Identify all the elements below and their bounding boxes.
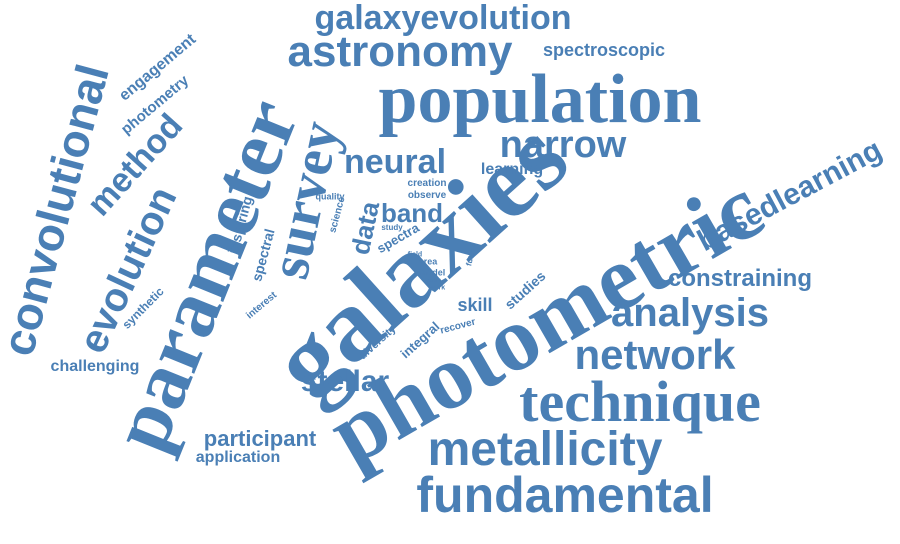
word-quality: quality: [315, 191, 345, 202]
word-observe: observe: [407, 190, 447, 201]
word-fundamental: fundamental: [416, 467, 714, 523]
word-field: field: [407, 251, 423, 259]
word-neural: neural: [343, 143, 447, 181]
word-astronomy: astronomy: [287, 27, 513, 76]
word-stellar: stellar: [300, 365, 390, 398]
word-skill: skill: [457, 295, 493, 315]
word-work: work: [428, 284, 446, 292]
word-technique: technique: [519, 369, 761, 434]
word-area: area: [418, 256, 438, 267]
word-band: band: [380, 198, 444, 228]
word-study: study: [381, 223, 403, 232]
word-network: network: [574, 331, 736, 378]
word-cnns: cnns: [424, 277, 442, 285]
word-creation: creation: [407, 178, 447, 189]
word-learning: learning: [480, 161, 544, 178]
word-challenging: challenging: [50, 358, 140, 375]
word-participant: participant: [203, 426, 317, 451]
word-model: model: [418, 267, 446, 278]
word-constraining: constraining: [667, 265, 813, 292]
word-galaxyevolution: galaxyevolution: [314, 0, 572, 37]
word-analysis: analysis: [611, 291, 769, 335]
word-application: application: [195, 449, 281, 466]
word-metallicity: metallicity: [427, 423, 663, 476]
word-spectroscopic: spectroscopic: [542, 40, 666, 60]
word-narrow: narrow: [499, 124, 627, 166]
word-population: population: [378, 61, 702, 138]
